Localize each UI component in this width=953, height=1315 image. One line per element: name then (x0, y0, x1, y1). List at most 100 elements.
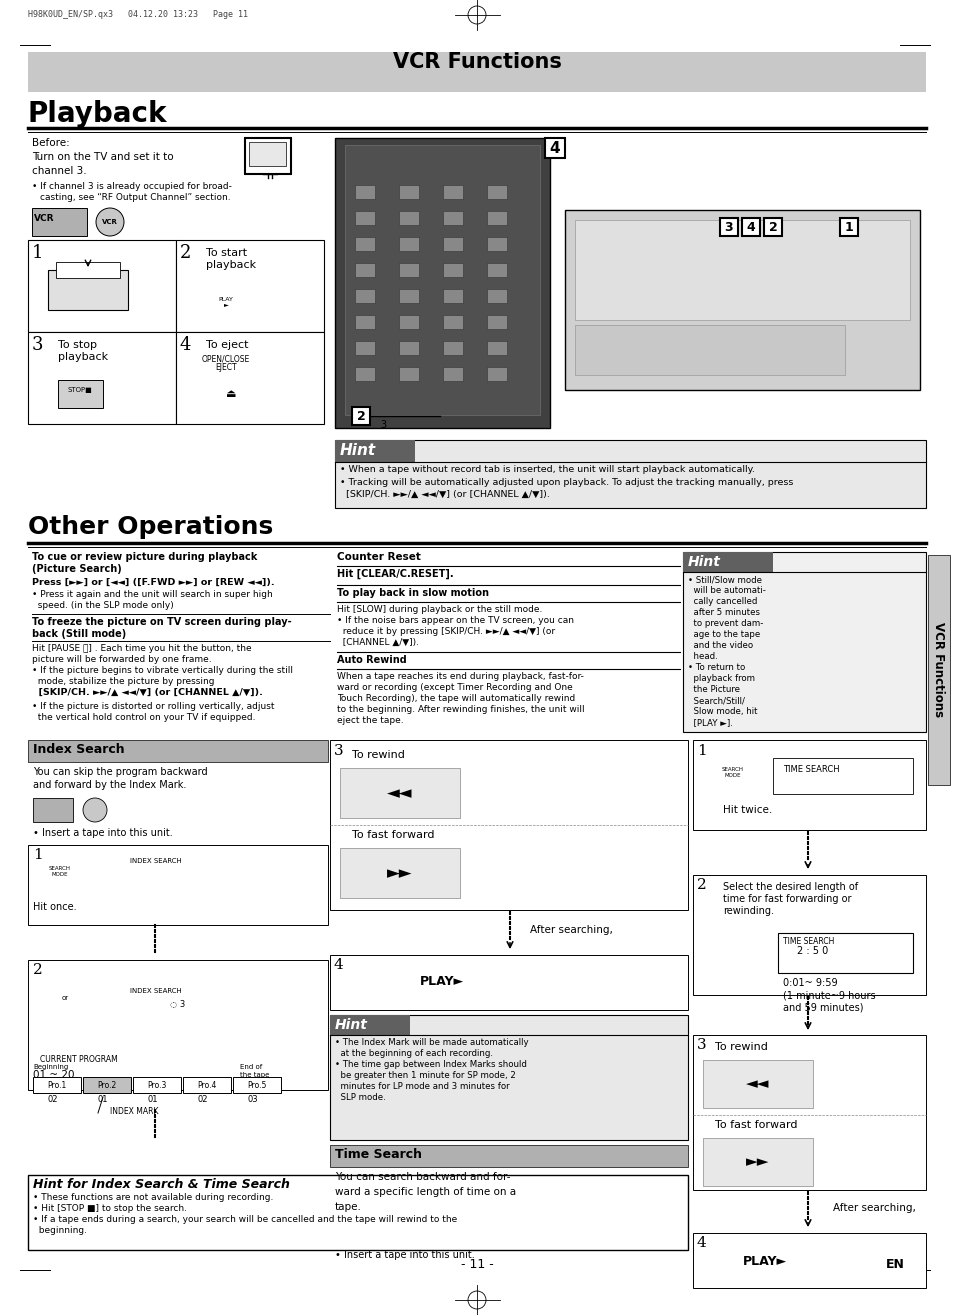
Text: After searching,: After searching, (530, 924, 612, 935)
Text: You can search backward and for-: You can search backward and for- (335, 1172, 510, 1182)
Text: (Picture Search): (Picture Search) (32, 564, 122, 575)
Text: • When a tape without record tab is inserted, the unit will start playback autom: • When a tape without record tab is inse… (339, 466, 754, 473)
Text: • Tracking will be automatically adjusted upon playback. To adjust the tracking : • Tracking will be automatically adjuste… (339, 477, 793, 487)
Bar (245, 138, 291, 174)
Text: TIME SEARCH: TIME SEARCH (782, 765, 839, 775)
Bar (335, 138, 550, 427)
Bar (486, 237, 506, 251)
Bar (544, 138, 564, 158)
Text: Hint: Hint (335, 1018, 368, 1032)
Text: Playback: Playback (28, 100, 168, 128)
Text: the Picture: the Picture (687, 685, 740, 694)
Text: Search/Still/: Search/Still/ (687, 696, 744, 705)
Text: To play back in slow motion: To play back in slow motion (336, 588, 489, 598)
Text: To stop: To stop (58, 341, 97, 350)
Text: 2: 2 (180, 245, 192, 262)
Bar (175, 331, 324, 423)
Text: To fast forward: To fast forward (714, 1120, 797, 1130)
Bar (398, 289, 418, 302)
Text: 4: 4 (549, 141, 559, 155)
Bar (575, 220, 909, 320)
Bar (486, 185, 506, 199)
Text: casting, see “RF Output Channel” section.: casting, see “RF Output Channel” section… (40, 193, 231, 203)
Text: age to the tape: age to the tape (687, 630, 760, 639)
Text: STOP■: STOP■ (68, 387, 92, 393)
Text: PLAY
►: PLAY ► (218, 297, 233, 308)
Bar (28, 331, 175, 423)
Text: Counter Reset: Counter Reset (336, 552, 420, 562)
Text: SLP mode.: SLP mode. (335, 1093, 385, 1102)
Bar (398, 263, 418, 277)
Text: Auto Rewind: Auto Rewind (336, 655, 406, 665)
Bar (840, 218, 857, 235)
Text: • If a tape ends during a search, your search will be cancelled and the tape wil: • If a tape ends during a search, your s… (33, 1215, 456, 1224)
Text: Pro.5: Pro.5 (247, 1081, 267, 1090)
Bar (486, 289, 506, 302)
Bar (486, 341, 506, 355)
Bar (330, 740, 687, 910)
Text: 2: 2 (768, 221, 777, 234)
Bar (763, 218, 781, 235)
Bar (249, 142, 286, 166)
Bar (398, 367, 418, 381)
Bar (442, 210, 462, 225)
Bar (56, 262, 120, 277)
Circle shape (51, 986, 79, 1014)
Text: head.: head. (687, 652, 717, 661)
Text: playback from: playback from (687, 675, 754, 682)
Text: beginning.: beginning. (33, 1226, 87, 1235)
Bar (355, 341, 375, 355)
Text: Hit twice.: Hit twice. (722, 805, 771, 815)
Text: When a tape reaches its end during playback, fast-for-: When a tape reaches its end during playb… (336, 672, 583, 681)
Bar (28, 1176, 687, 1251)
Text: 02: 02 (48, 1095, 58, 1105)
Circle shape (216, 380, 245, 408)
Bar (398, 185, 418, 199)
Text: To rewind: To rewind (714, 1041, 767, 1052)
Text: or: or (61, 995, 69, 1001)
Text: To cue or review picture during playback: To cue or review picture during playback (32, 552, 257, 562)
Bar (398, 316, 418, 329)
Text: PLAY►: PLAY► (419, 974, 464, 988)
Bar (486, 210, 506, 225)
Text: to prevent dam-: to prevent dam- (687, 619, 762, 629)
Text: SEARCH
MODE: SEARCH MODE (721, 767, 743, 777)
Text: INDEX SEARCH: INDEX SEARCH (130, 857, 182, 864)
Text: 4: 4 (334, 959, 343, 972)
Text: Hit [PAUSE ⏸] . Each time you hit the button, the: Hit [PAUSE ⏸] . Each time you hit the bu… (32, 644, 252, 654)
Bar (28, 241, 175, 331)
Text: Before:: Before: (32, 138, 70, 149)
Bar (772, 757, 912, 794)
Text: picture will be forwarded by one frame.: picture will be forwarded by one frame. (32, 655, 212, 664)
Text: ward a specific length of time on a: ward a specific length of time on a (335, 1187, 516, 1197)
Text: • These functions are not available during recording.: • These functions are not available duri… (33, 1193, 274, 1202)
Circle shape (51, 1016, 79, 1044)
Text: after 5 minutes: after 5 minutes (687, 608, 760, 617)
Text: OPEN/CLOSE: OPEN/CLOSE (202, 354, 250, 363)
Bar (355, 316, 375, 329)
Text: be greater then 1 minute for SP mode, 2: be greater then 1 minute for SP mode, 2 (335, 1070, 516, 1080)
Text: Hit [CLEAR/C.RESET].: Hit [CLEAR/C.RESET]. (336, 569, 453, 580)
Circle shape (714, 757, 750, 793)
Bar (702, 1137, 812, 1186)
Text: ◄◄: ◄◄ (387, 784, 413, 802)
Text: speed. (in the SLP mode only): speed. (in the SLP mode only) (32, 601, 173, 610)
Bar (330, 1015, 687, 1140)
Bar (398, 210, 418, 225)
Text: [SKIP/CH. ►►/▲ ◄◄/▼] (or [CHANNEL ▲/▼]).: [SKIP/CH. ►►/▲ ◄◄/▼] (or [CHANNEL ▲/▼]). (32, 688, 263, 697)
Bar (335, 1220, 375, 1244)
Text: time for fast forwarding or: time for fast forwarding or (722, 894, 851, 903)
Bar (183, 1077, 231, 1093)
Text: 3: 3 (379, 419, 386, 430)
Bar (442, 263, 462, 277)
Text: Pro.3: Pro.3 (147, 1081, 167, 1090)
Bar (682, 552, 772, 572)
Text: • If the picture begins to vibrate vertically during the still: • If the picture begins to vibrate verti… (32, 665, 293, 675)
Text: CURRENT PROGRAM: CURRENT PROGRAM (40, 1055, 117, 1064)
Bar (335, 441, 925, 508)
Text: Hint for Index Search & Time Search: Hint for Index Search & Time Search (33, 1178, 290, 1191)
Bar (741, 218, 760, 235)
Text: Press [►►] or [◄◄] ([F.FWD ►►] or [REW ◄◄]).: Press [►►] or [◄◄] ([F.FWD ►►] or [REW ◄… (32, 579, 274, 586)
Text: 01 ~ 20: 01 ~ 20 (33, 1070, 74, 1080)
Text: - 11 -: - 11 - (460, 1258, 493, 1272)
